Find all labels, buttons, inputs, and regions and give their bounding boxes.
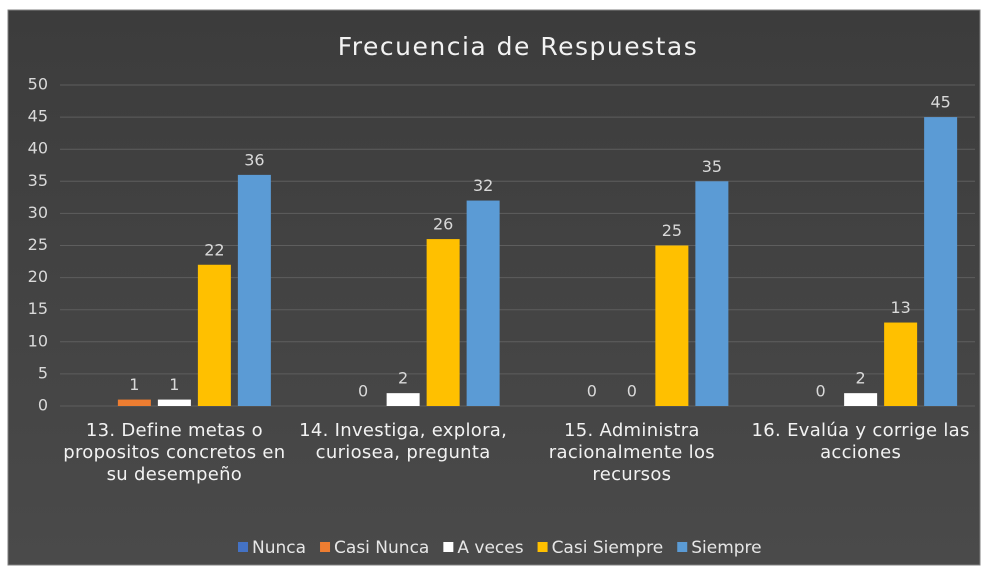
bar: [884, 322, 918, 406]
bar: [117, 399, 151, 406]
y-tick-label: 5: [38, 363, 48, 382]
y-tick-label: 50: [28, 75, 48, 94]
x-tick-label-box: 15. Administra racionalmente los recurso…: [548, 420, 715, 485]
bar: [695, 181, 729, 406]
data-label: 0: [627, 382, 637, 401]
x-tick-label: 13. Define metas o propositos concretos …: [63, 420, 286, 485]
data-label: 22: [204, 240, 224, 259]
bar: [466, 200, 500, 406]
data-label: 2: [856, 369, 866, 388]
bar: [924, 117, 958, 406]
data-label: 0: [358, 382, 368, 401]
y-tick-label: 0: [38, 396, 48, 415]
y-tick-label: 40: [28, 139, 48, 158]
chart-title: Frecuencia de Respuestas: [338, 32, 699, 61]
y-tick-label: 20: [28, 267, 48, 286]
legend-label: Casi Siempre: [552, 538, 664, 558]
data-label: 26: [433, 215, 453, 234]
bar: [844, 393, 878, 406]
legend-label: A veces: [457, 538, 523, 558]
data-label: 25: [662, 221, 682, 240]
data-label: 0: [587, 382, 597, 401]
legend-swatch: [537, 542, 548, 552]
data-label: 2: [398, 369, 408, 388]
x-tick-label-box: 13. Define metas o propositos concretos …: [63, 420, 286, 485]
data-label: 45: [930, 93, 950, 112]
x-tick-label: 15. Administra racionalmente los recurso…: [548, 420, 715, 485]
y-tick-label: 45: [28, 107, 48, 126]
data-label: 1: [169, 375, 179, 394]
x-tick-label-box: 16. Evalúa y corrige las acciones: [751, 420, 970, 463]
y-tick-label: 15: [28, 299, 48, 318]
y-tick-label: 10: [28, 331, 48, 350]
legend-swatch: [443, 542, 454, 552]
y-tick-label: 35: [28, 171, 48, 190]
y-tick-label: 30: [28, 203, 48, 222]
x-tick-label: 16. Evalúa y corrige las acciones: [751, 420, 970, 463]
x-tick-label: 14. Investiga, explora, curiosea, pregun…: [299, 420, 508, 463]
data-label: 32: [473, 176, 493, 195]
bar: [386, 393, 420, 406]
bar: [197, 264, 231, 406]
data-label: 35: [702, 157, 722, 176]
bar: [655, 245, 689, 406]
x-tick-label-box: 14. Investiga, explora, curiosea, pregun…: [299, 420, 508, 463]
data-label: 0: [816, 382, 826, 401]
bar: [157, 399, 191, 406]
legend-label: Casi Nunca: [334, 538, 429, 558]
bar: [237, 174, 271, 406]
legend-swatch: [238, 542, 248, 552]
bar: [426, 239, 460, 406]
legend-swatch: [320, 542, 331, 552]
data-label: 36: [244, 150, 264, 169]
legend-swatch: [677, 542, 688, 552]
data-label: 1: [129, 375, 139, 394]
data-label: 13: [890, 298, 910, 317]
legend-label: Siempre: [691, 538, 761, 558]
y-tick-label: 25: [28, 235, 48, 254]
legend-label: Nunca: [252, 538, 306, 558]
